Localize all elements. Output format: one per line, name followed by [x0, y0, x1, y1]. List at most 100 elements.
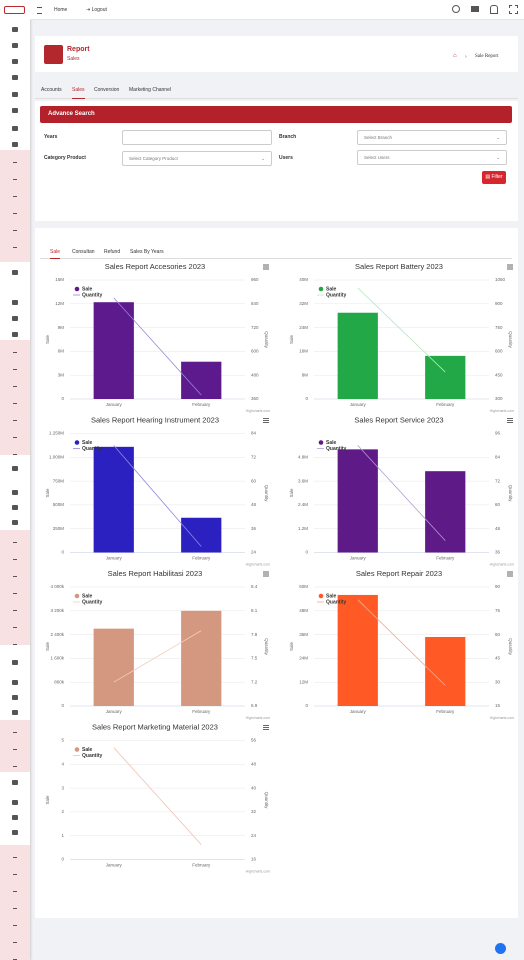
- sidebar-item[interactable]: [13, 749, 17, 750]
- sidebar-icon[interactable]: [12, 126, 18, 131]
- sidebar-item[interactable]: [13, 386, 17, 387]
- logo[interactable]: [4, 6, 25, 14]
- credits: Highcharts.com: [490, 562, 514, 566]
- quantity-line: [113, 445, 202, 547]
- sidebar-icon[interactable]: [12, 780, 18, 785]
- bell-icon[interactable]: [490, 5, 498, 14]
- legend-label: Quantity: [82, 292, 102, 298]
- home-icon[interactable]: ⌂: [453, 53, 457, 59]
- sidebar-item[interactable]: [13, 627, 17, 628]
- tab[interactable]: Marketing Channel: [129, 87, 171, 93]
- sidebar-icon[interactable]: [12, 520, 18, 525]
- sidebar-item[interactable]: [13, 542, 17, 543]
- sidebar-group[interactable]: [0, 530, 30, 645]
- y-tick-label: 6M: [58, 349, 65, 354]
- sidebar-icon[interactable]: [12, 800, 18, 805]
- chart-tab[interactable]: Sales By Years: [130, 249, 164, 255]
- sidebar-item[interactable]: [13, 437, 17, 438]
- sidebar-item[interactable]: [13, 247, 17, 248]
- credits: Highcharts.com: [246, 409, 270, 413]
- mail-icon[interactable]: [471, 6, 479, 12]
- sidebar-icon[interactable]: [12, 680, 18, 685]
- sidebar-item[interactable]: [13, 559, 17, 560]
- fullscreen-icon[interactable]: [509, 5, 518, 14]
- legend-marker: [318, 440, 324, 445]
- sidebar-group[interactable]: [0, 845, 30, 960]
- menu-icon[interactable]: [37, 7, 42, 14]
- y2-tick-label: 7.2: [251, 679, 258, 684]
- sidebar-icon[interactable]: [12, 108, 18, 113]
- branch-select[interactable]: Select Branch ⌄: [357, 130, 507, 145]
- sidebar-icon[interactable]: [12, 92, 18, 97]
- y2-tick-label: 600: [495, 349, 503, 354]
- sidebar-group[interactable]: [0, 720, 30, 772]
- category-select[interactable]: Select Category Product ⌄: [122, 151, 272, 166]
- tab[interactable]: Conversion: [94, 87, 120, 93]
- sidebar-item[interactable]: [13, 420, 17, 421]
- sidebar-item[interactable]: [13, 891, 17, 892]
- y-tick-label: 0: [305, 703, 308, 708]
- sidebar-icon[interactable]: [12, 466, 18, 471]
- sidebar-item[interactable]: [13, 610, 17, 611]
- sidebar-icon[interactable]: [12, 270, 18, 275]
- messenger-button[interactable]: [495, 943, 506, 954]
- chart-tab-active[interactable]: Sale: [50, 249, 61, 259]
- search-title: Advance Search: [48, 111, 95, 117]
- sidebar-item[interactable]: [13, 874, 17, 875]
- sidebar-item[interactable]: [13, 454, 17, 455]
- sidebar-item[interactable]: [13, 908, 17, 909]
- sidebar-icon[interactable]: [12, 43, 18, 48]
- sidebar-icon[interactable]: [12, 75, 18, 80]
- sidebar-item[interactable]: [13, 766, 17, 767]
- sidebar-item[interactable]: [13, 644, 17, 645]
- sidebar-icon[interactable]: [12, 142, 18, 147]
- bar: [93, 446, 134, 553]
- sidebar-icon[interactable]: [12, 300, 18, 305]
- header-title: Report: [67, 46, 90, 53]
- sidebar-icon[interactable]: [12, 505, 18, 510]
- bar: [425, 636, 466, 706]
- chart-tab[interactable]: Refund: [104, 249, 121, 255]
- sidebar-item[interactable]: [13, 857, 17, 858]
- sidebar-item[interactable]: [13, 593, 17, 594]
- sidebar-item[interactable]: [13, 369, 17, 370]
- sidebar-icon[interactable]: [12, 332, 18, 337]
- sidebar-item[interactable]: [13, 732, 17, 733]
- tab[interactable]: Accounts: [41, 87, 62, 93]
- sidebar-icon[interactable]: [12, 660, 18, 665]
- chart-tab[interactable]: Consultan: [72, 249, 95, 255]
- sidebar-group[interactable]: [0, 150, 30, 262]
- legend-marker: [74, 593, 80, 599]
- sidebar-item[interactable]: [13, 196, 17, 197]
- sidebar-icon[interactable]: [12, 27, 18, 32]
- y-tick-label: 9M: [58, 325, 65, 330]
- sidebar-item[interactable]: [13, 230, 17, 231]
- sidebar-item[interactable]: [13, 352, 17, 353]
- tab-active[interactable]: Sales: [72, 87, 85, 99]
- years-input[interactable]: [122, 130, 272, 145]
- sidebar-item[interactable]: [13, 162, 17, 163]
- sidebar-item[interactable]: [13, 576, 17, 577]
- sidebar-icon[interactable]: [12, 830, 18, 835]
- sidebar-group[interactable]: [0, 340, 30, 455]
- nav-link[interactable]: Home: [54, 7, 68, 13]
- search-icon[interactable]: [452, 5, 460, 13]
- users-select[interactable]: Select Users ⌄: [357, 150, 507, 165]
- sidebar-item[interactable]: [13, 179, 17, 180]
- sidebar-icon[interactable]: [12, 316, 18, 321]
- sidebar-item[interactable]: [13, 213, 17, 214]
- sidebar-icon[interactable]: [12, 695, 18, 700]
- sidebar-item[interactable]: [13, 942, 17, 943]
- y2-tick-label: 45: [495, 656, 501, 661]
- nav-link[interactable]: ⇥ Logout: [86, 7, 107, 13]
- x-tick-label: January: [106, 709, 123, 714]
- sidebar-icon[interactable]: [12, 490, 18, 495]
- sidebar-icon[interactable]: [12, 59, 18, 64]
- header-icon: [44, 45, 63, 64]
- sidebar-item[interactable]: [13, 925, 17, 926]
- filter-button[interactable]: ▤ Filter: [482, 171, 506, 184]
- sidebar-icon[interactable]: [12, 710, 18, 715]
- x-tick-label: February: [436, 402, 455, 407]
- sidebar-item[interactable]: [13, 403, 17, 404]
- sidebar-icon[interactable]: [12, 815, 18, 820]
